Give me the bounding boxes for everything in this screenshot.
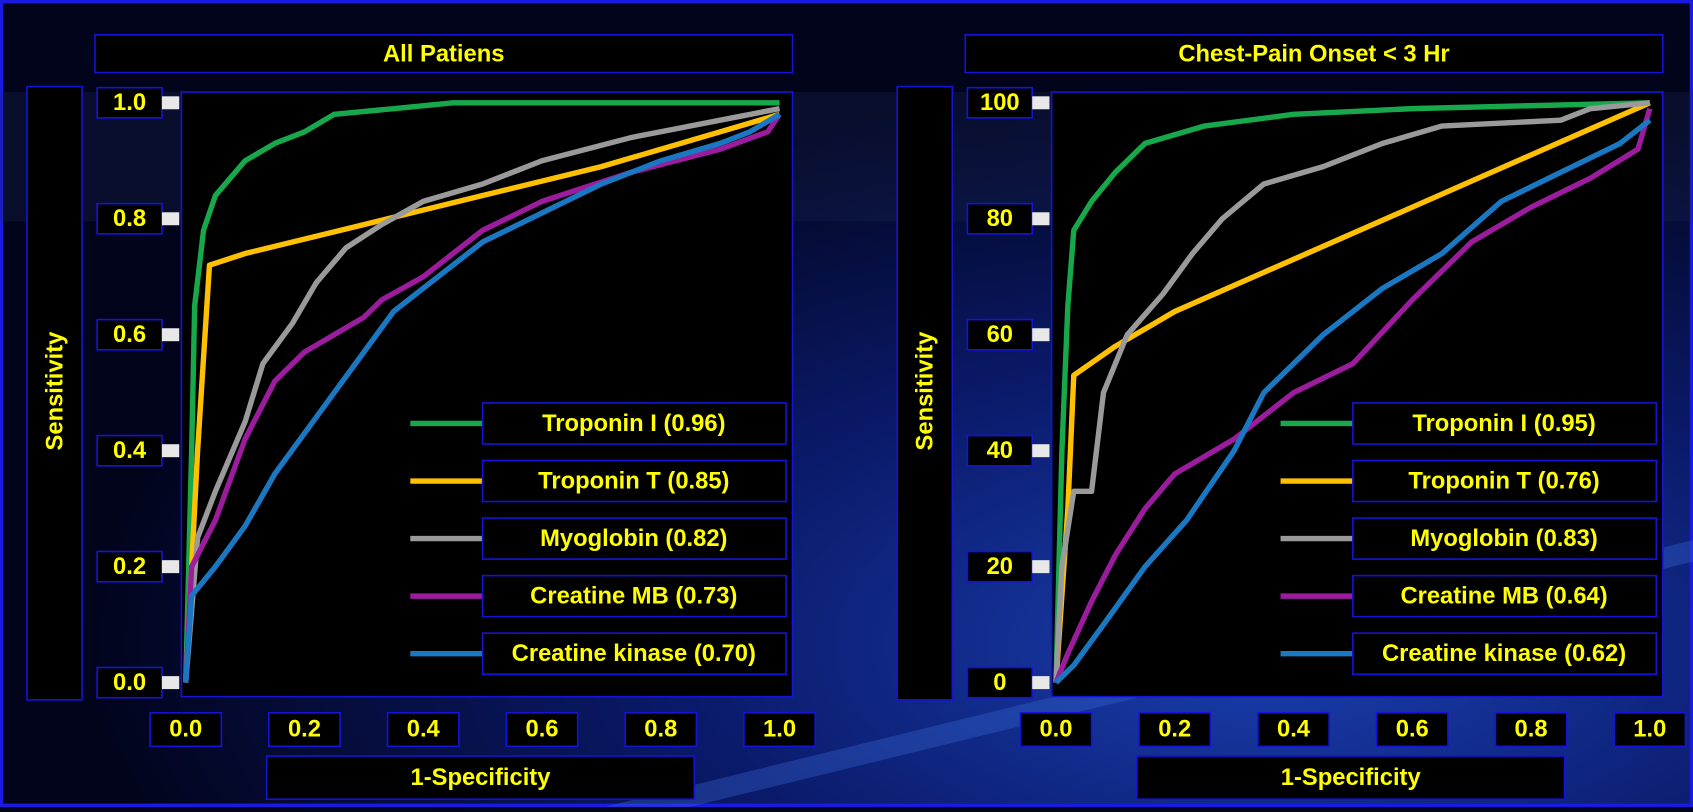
x-tick-label: 0.2 bbox=[288, 715, 321, 742]
x-tick-label: 0.8 bbox=[644, 715, 677, 742]
y-axis-label: Sensitivity bbox=[912, 331, 939, 451]
y-axis-label: Sensitivity bbox=[41, 331, 68, 451]
y-tick-label: 0.8 bbox=[113, 205, 146, 232]
legend-label: Troponin T (0.76) bbox=[1408, 467, 1599, 494]
x-tick-label: 0.6 bbox=[526, 715, 559, 742]
x-axis-label: 1-Specificity bbox=[1281, 764, 1422, 791]
y-tick-mark bbox=[162, 676, 179, 689]
legend-label: Myoglobin (0.83) bbox=[1410, 525, 1597, 552]
y-tick-mark bbox=[162, 328, 179, 341]
legend-label: Troponin I (0.96) bbox=[542, 410, 725, 437]
x-tick-label: 0.6 bbox=[1396, 715, 1429, 742]
y-tick-label: 40 bbox=[987, 437, 1013, 464]
y-tick-label: 1.0 bbox=[113, 89, 146, 116]
legend-label: Myoglobin (0.82) bbox=[540, 525, 727, 552]
y-tick-label: 80 bbox=[987, 205, 1013, 232]
legend-label: Creatine kinase (0.70) bbox=[512, 640, 756, 667]
y-tick-label: 0.4 bbox=[113, 437, 147, 464]
y-tick-mark bbox=[162, 560, 179, 573]
y-tick-mark bbox=[1032, 444, 1049, 457]
y-tick-label: 0.0 bbox=[113, 669, 146, 696]
y-tick-label: 100 bbox=[980, 89, 1020, 116]
x-tick-label: 0.4 bbox=[407, 715, 441, 742]
y-tick-mark bbox=[1032, 328, 1049, 341]
x-axis-label: 1-Specificity bbox=[411, 764, 552, 791]
y-tick-mark bbox=[162, 212, 179, 225]
y-tick-mark bbox=[1032, 676, 1049, 689]
legend-label: Creatine MB (0.64) bbox=[1400, 582, 1607, 609]
legend-label: Creatine MB (0.73) bbox=[530, 582, 737, 609]
y-tick-mark bbox=[162, 96, 179, 109]
x-tick-label: 0.0 bbox=[169, 715, 202, 742]
x-tick-label: 0.4 bbox=[1277, 715, 1311, 742]
legend-label: Troponin I (0.95) bbox=[1412, 410, 1595, 437]
y-tick-mark bbox=[1032, 212, 1049, 225]
y-tick-mark bbox=[1032, 96, 1049, 109]
y-tick-label: 0.2 bbox=[113, 553, 146, 580]
y-tick-mark bbox=[162, 444, 179, 457]
x-tick-label: 1.0 bbox=[763, 715, 796, 742]
chart-title: Chest-Pain Onset < 3 Hr bbox=[1178, 41, 1449, 68]
slide: All Patiens Sensitivity 1-Specificity 0.0 0.… bbox=[0, 0, 1693, 807]
y-tick-label: 0.6 bbox=[113, 321, 146, 348]
x-tick-label: 0.8 bbox=[1515, 715, 1548, 742]
x-tick-label: 0.0 bbox=[1039, 715, 1072, 742]
y-tick-label: 60 bbox=[987, 321, 1013, 348]
chart-title: All Patiens bbox=[383, 41, 504, 68]
y-tick-label: 0 bbox=[993, 669, 1006, 696]
y-tick-mark bbox=[1032, 560, 1049, 573]
x-tick-label: 0.2 bbox=[1158, 715, 1191, 742]
x-tick-label: 1.0 bbox=[1633, 715, 1666, 742]
legend-label: Creatine kinase (0.62) bbox=[1382, 640, 1626, 667]
legend-label: Troponin T (0.85) bbox=[538, 467, 729, 494]
y-tick-label: 20 bbox=[987, 553, 1013, 580]
